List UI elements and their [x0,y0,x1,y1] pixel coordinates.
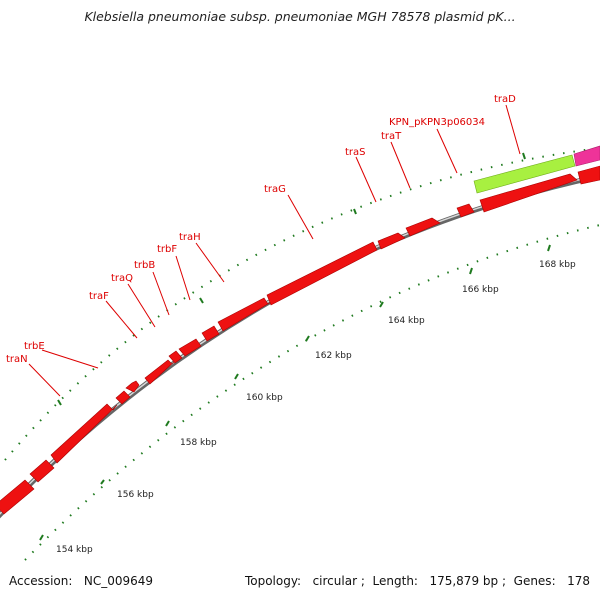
scale-major-tick [469,267,473,275]
scale-major-tick [39,534,44,541]
plasmid-backbone [0,173,600,519]
gene-arrow[interactable] [0,479,35,515]
scale-label: 154 kbp [56,545,93,555]
gene-label-trbF[interactable]: trbF [157,244,177,255]
genes-label: Genes: [513,574,556,588]
leader-line [28,363,61,397]
gene-label-trbB[interactable]: trbB [134,260,155,271]
scale-label: 158 kbp [180,438,217,448]
scale-major-tick [379,301,384,308]
scale-major-tick [234,373,239,380]
accession-info: Accession: NC_009649 [9,574,153,588]
scale-label: 164 kbp [388,316,425,326]
gene-arrow-lime[interactable] [473,154,576,194]
gene-label-traF[interactable]: traF [89,291,109,302]
leader-line [355,156,377,203]
ring-major-tick [353,208,357,215]
leader-line [195,242,225,283]
leader-line [175,255,191,301]
ring-major-tick [199,297,204,304]
map-summary: Topology: circular ; Length: 175,879 bp … [244,574,590,588]
scale-major-tick [100,479,105,485]
gene-label-traT[interactable]: traT [381,131,402,142]
accession-value: NC_009649 [83,574,154,588]
topology-value: circular [312,574,358,588]
gene-label-traD[interactable]: traD [494,94,516,105]
scale-label: 160 kbp [246,393,283,403]
gene-arrow[interactable] [50,403,118,464]
leader-line [390,141,411,189]
ring-major-tick [522,152,526,160]
leader-line [41,349,99,369]
gene-label-traG[interactable]: traG [264,184,286,195]
length-label: Length: [372,574,418,588]
label-leaders [28,104,521,397]
gene-label-traN[interactable]: traN [6,354,28,365]
gene-label-trbE[interactable]: trbE [24,341,45,352]
scale-major-tick [547,244,551,252]
gene-arrow[interactable] [456,203,475,218]
gene-labels: traD KPN_pKPN3p06034 traT traS traG traH… [6,94,516,365]
gene-arrow[interactable] [266,241,378,306]
gene-arrow[interactable] [377,232,406,250]
map-title: Klebsiella pneumoniae subsp. pneumoniae … [84,9,516,24]
gene-arrow[interactable] [125,380,140,393]
gene-label-traQ[interactable]: traQ [111,273,133,284]
gene-arrow[interactable] [178,338,202,357]
gene-track [0,165,600,515]
scale-label: 162 kbp [315,351,352,361]
leader-line [436,128,458,174]
leader-line [105,300,138,339]
scale-label: 156 kbp [117,490,154,500]
gene-label-traS[interactable]: traS [345,147,366,158]
gene-arrow[interactable] [115,390,131,405]
gene-arrow[interactable] [168,350,183,364]
gene-arrow[interactable] [29,459,55,483]
scale-major-tick [305,335,310,342]
gene-label-traH[interactable]: traH [179,232,201,243]
gene-arrow[interactable] [577,165,600,185]
leader-line [287,194,314,240]
topology-label: Topology: [244,574,302,588]
genes-value: 178 [567,574,590,588]
gene-label-KPN_pKPN3p06034[interactable]: KPN_pKPN3p06034 [389,117,485,128]
scale-major-tick [165,420,170,427]
plasmid-backbone-highlight [0,174,600,515]
gene-arrow[interactable] [217,297,272,332]
scale-label: 166 kbp [462,285,499,295]
leader-line [152,271,170,316]
leader-line [127,283,156,328]
ring-major-tick [57,399,62,406]
gene-arrow-magenta[interactable] [573,145,600,167]
length-value: 175,879 bp [429,574,499,588]
accession-label: Accession: [9,574,73,588]
gene-arrow[interactable] [479,173,578,213]
gene-arrow[interactable] [405,217,441,237]
gene-arrow[interactable] [201,325,220,342]
leader-line [505,104,521,155]
scale-label: 168 kbp [539,260,576,270]
gene-arrow[interactable] [144,359,176,385]
